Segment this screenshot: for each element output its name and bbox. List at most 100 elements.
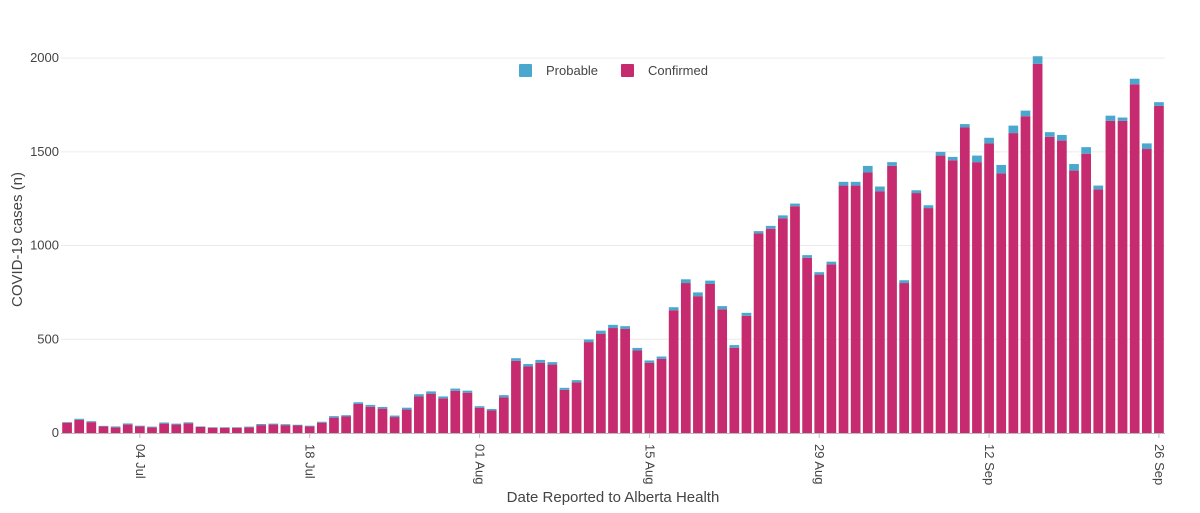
bar-confirmed[interactable]	[74, 419, 85, 433]
bar-confirmed[interactable]	[498, 397, 509, 433]
bar-confirmed[interactable]	[122, 424, 133, 433]
bar-probable[interactable]	[341, 415, 351, 417]
legend-label-confirmed[interactable]: Confirmed	[648, 63, 708, 78]
bar-probable[interactable]	[1117, 117, 1128, 121]
legend-swatch-probable[interactable]	[519, 64, 532, 77]
bar-probable[interactable]	[1154, 102, 1164, 106]
bar-probable[interactable]	[1032, 56, 1043, 64]
bar-confirmed[interactable]	[717, 309, 728, 433]
bar-confirmed[interactable]	[426, 393, 436, 433]
bar-probable[interactable]	[826, 261, 837, 265]
bar-confirmed[interactable]	[304, 426, 315, 433]
bar-probable[interactable]	[1008, 125, 1019, 134]
bar-confirmed[interactable]	[693, 296, 703, 433]
bar-confirmed[interactable]	[1117, 120, 1128, 433]
bar-probable[interactable]	[887, 162, 897, 166]
bar-confirmed[interactable]	[947, 160, 958, 433]
bar-confirmed[interactable]	[571, 382, 582, 433]
bar-confirmed[interactable]	[1129, 84, 1140, 433]
bar-probable[interactable]	[996, 164, 1007, 174]
bar-probable[interactable]	[414, 394, 424, 397]
bar-probable[interactable]	[304, 425, 315, 427]
bar-confirmed[interactable]	[135, 426, 145, 433]
bar-confirmed[interactable]	[353, 403, 364, 433]
bar-confirmed[interactable]	[887, 165, 897, 433]
bar-probable[interactable]	[207, 427, 218, 428]
bar-probable[interactable]	[316, 421, 327, 423]
bar-probable[interactable]	[608, 324, 618, 329]
bar-confirmed[interactable]	[329, 417, 339, 433]
bar-probable[interactable]	[1069, 164, 1079, 171]
bar-confirmed[interactable]	[244, 427, 254, 433]
bar-probable[interactable]	[98, 425, 109, 427]
bar-confirmed[interactable]	[790, 206, 800, 433]
bar-probable[interactable]	[365, 404, 376, 407]
bar-probable[interactable]	[753, 231, 764, 234]
bar-confirmed[interactable]	[62, 422, 72, 433]
bar-confirmed[interactable]	[462, 392, 473, 433]
bar-probable[interactable]	[232, 427, 242, 428]
bar-probable[interactable]	[765, 225, 776, 229]
bar-probable[interactable]	[1081, 147, 1091, 154]
bar-confirmed[interactable]	[705, 283, 715, 433]
bar-probable[interactable]	[559, 387, 570, 390]
bar-confirmed[interactable]	[1020, 116, 1031, 433]
bar-probable[interactable]	[875, 186, 885, 192]
bar-confirmed[interactable]	[171, 424, 182, 433]
bar-probable[interactable]	[135, 425, 145, 427]
bar-probable[interactable]	[62, 422, 72, 423]
bar-probable[interactable]	[729, 345, 740, 348]
bar-probable[interactable]	[547, 362, 558, 365]
bar-confirmed[interactable]	[644, 362, 655, 433]
bar-probable[interactable]	[644, 360, 655, 363]
bar-confirmed[interactable]	[656, 358, 667, 433]
bar-confirmed[interactable]	[183, 423, 194, 433]
bar-probable[interactable]	[256, 424, 267, 426]
bar-confirmed[interactable]	[559, 389, 570, 433]
bar-confirmed[interactable]	[972, 162, 982, 433]
bar-confirmed[interactable]	[219, 427, 230, 433]
bar-probable[interactable]	[280, 424, 291, 426]
bar-probable[interactable]	[147, 426, 157, 428]
bar-probable[interactable]	[122, 423, 133, 425]
bar-probable[interactable]	[426, 391, 436, 394]
bar-probable[interactable]	[1020, 110, 1031, 117]
bar-probable[interactable]	[389, 415, 400, 418]
bar-probable[interactable]	[668, 307, 679, 311]
bar-confirmed[interactable]	[984, 143, 994, 433]
bar-confirmed[interactable]	[608, 328, 618, 433]
bar-probable[interactable]	[244, 426, 254, 428]
bar-confirmed[interactable]	[753, 233, 764, 433]
bar-probable[interactable]	[462, 390, 473, 393]
bar-confirmed[interactable]	[680, 283, 691, 433]
bar-confirmed[interactable]	[632, 350, 643, 433]
bar-confirmed[interactable]	[438, 398, 449, 433]
bar-confirmed[interactable]	[110, 427, 121, 433]
bar-probable[interactable]	[353, 402, 364, 404]
bar-probable[interactable]	[911, 190, 922, 194]
bar-probable[interactable]	[1141, 143, 1152, 150]
bar-probable[interactable]	[329, 416, 339, 418]
bar-probable[interactable]	[86, 421, 97, 423]
bar-confirmed[interactable]	[1081, 153, 1091, 434]
bar-probable[interactable]	[377, 406, 388, 409]
bar-confirmed[interactable]	[814, 274, 825, 433]
bar-probable[interactable]	[171, 423, 182, 425]
bar-probable[interactable]	[959, 124, 970, 128]
bar-probable[interactable]	[535, 359, 546, 363]
bar-probable[interactable]	[401, 407, 412, 410]
bar-confirmed[interactable]	[280, 425, 291, 433]
bar-confirmed[interactable]	[1032, 63, 1043, 434]
bar-probable[interactable]	[1057, 134, 1067, 141]
bar-confirmed[interactable]	[923, 208, 934, 433]
bar-probable[interactable]	[1105, 115, 1116, 121]
bar-confirmed[interactable]	[996, 173, 1007, 434]
bar-confirmed[interactable]	[401, 409, 412, 433]
bar-probable[interactable]	[777, 215, 788, 219]
bar-confirmed[interactable]	[875, 191, 885, 433]
bar-confirmed[interactable]	[195, 427, 206, 433]
bar-confirmed[interactable]	[535, 362, 546, 433]
bar-probable[interactable]	[862, 165, 873, 173]
bar-confirmed[interactable]	[268, 424, 279, 433]
bar-confirmed[interactable]	[523, 366, 533, 433]
